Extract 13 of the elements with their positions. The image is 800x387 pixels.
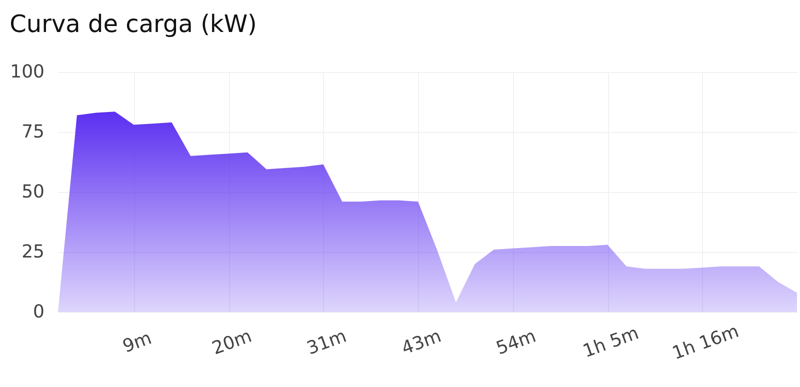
x-tick-label: 31m xyxy=(304,326,350,360)
y-tick-label: 100 xyxy=(10,62,44,82)
x-tick-label: 1h 16m xyxy=(670,320,742,364)
y-tick-label: 25 xyxy=(22,242,44,262)
chart-title: Curva de carga (kW) xyxy=(10,10,257,38)
x-tick-label: 54m xyxy=(494,326,539,360)
x-tick-label: 9m xyxy=(120,328,154,358)
x-tick-label: 43m xyxy=(398,326,444,360)
y-tick-label: 50 xyxy=(22,182,44,202)
y-tick-label: 0 xyxy=(33,302,44,322)
x-tick-label: 20m xyxy=(209,326,255,360)
x-tick-label: 1h 5m xyxy=(580,322,642,362)
y-tick-label: 75 xyxy=(22,122,44,142)
